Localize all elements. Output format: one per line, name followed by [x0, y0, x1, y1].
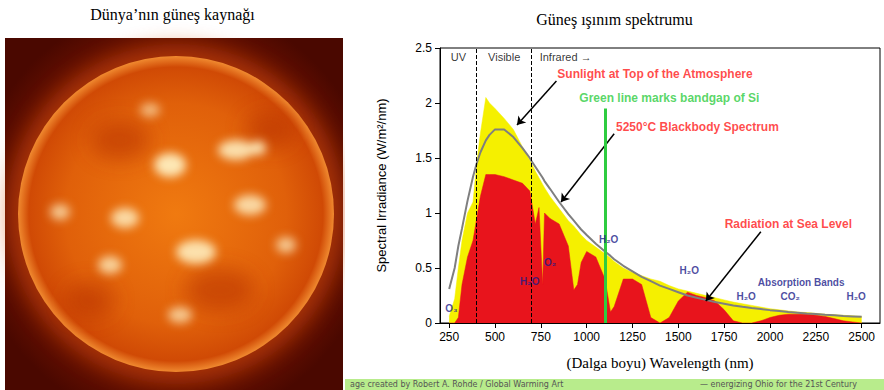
svg-text:1500: 1500 [665, 330, 692, 344]
svg-text:2.5: 2.5 [415, 41, 432, 55]
svg-text:0: 0 [425, 316, 432, 330]
svg-text:5250°C Blackbody Spectrum: 5250°C Blackbody Spectrum [616, 120, 779, 134]
svg-text:H₂O: H₂O [736, 291, 756, 302]
svg-text:Infrared →: Infrared → [540, 51, 592, 63]
svg-text:1750: 1750 [711, 330, 738, 344]
html-text:age created by Robert A. Rohde: age created by Robert A. Rohde / Global … [350, 380, 564, 389]
svg-text:O₂: O₂ [544, 257, 556, 268]
svg-text:1: 1 [425, 206, 432, 220]
svg-text:1.5: 1.5 [415, 151, 432, 165]
svg-text:500: 500 [485, 330, 505, 344]
svg-text:750: 750 [531, 330, 551, 344]
svg-text:1250: 1250 [619, 330, 646, 344]
svg-text:H₂O: H₂O [680, 265, 700, 276]
svg-text:1000: 1000 [573, 330, 600, 344]
svg-text:H₂O: H₂O [520, 276, 540, 287]
svg-text:O₃: O₃ [445, 303, 458, 314]
svg-text:Sunlight at Top of the Atmosph: Sunlight at Top of the Atmosphere [557, 67, 753, 81]
svg-text:H₂O: H₂O [599, 234, 619, 245]
svg-text:Green line marks bandgap of Si: Green line marks bandgap of Si [579, 91, 759, 105]
html-text:Dünya’nın güneş kaynağı: Dünya’nın güneş kaynağı [90, 6, 255, 23]
svg-text:CO₂: CO₂ [780, 291, 799, 302]
svg-text:2000: 2000 [757, 330, 784, 344]
html-text:— energizing Ohio for the 21st: — energizing Ohio for the 21st Century [700, 380, 858, 389]
svg-text:Radiation at Sea Level: Radiation at Sea Level [725, 217, 852, 231]
svg-text:Güneş ışınım spektrumu: Güneş ışınım spektrumu [536, 11, 692, 29]
svg-text:Absorption Bands: Absorption Bands [758, 277, 845, 288]
svg-text:UV: UV [451, 51, 467, 63]
svg-text:Spectral Irradiance (W/m²/nm): Spectral Irradiance (W/m²/nm) [374, 98, 389, 272]
svg-text:(Dalga boyu) Wavelength (nm): (Dalga boyu) Wavelength (nm) [566, 355, 753, 372]
svg-text:H₂O: H₂O [846, 291, 866, 302]
svg-text:0.5: 0.5 [415, 261, 432, 275]
svg-text:Visible: Visible [488, 51, 520, 63]
svg-text:250: 250 [439, 330, 459, 344]
svg-text:2250: 2250 [802, 330, 829, 344]
svg-text:2500: 2500 [848, 330, 875, 344]
svg-text:2: 2 [425, 96, 432, 110]
